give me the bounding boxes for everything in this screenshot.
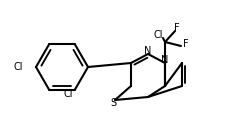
Text: F: F [174, 23, 180, 33]
Text: N: N [144, 46, 152, 56]
Text: F: F [183, 39, 189, 49]
Text: Cl: Cl [63, 89, 73, 99]
Text: Cl: Cl [153, 30, 163, 40]
Text: N: N [161, 55, 169, 65]
Text: Cl: Cl [13, 62, 23, 72]
Text: S: S [110, 98, 116, 108]
